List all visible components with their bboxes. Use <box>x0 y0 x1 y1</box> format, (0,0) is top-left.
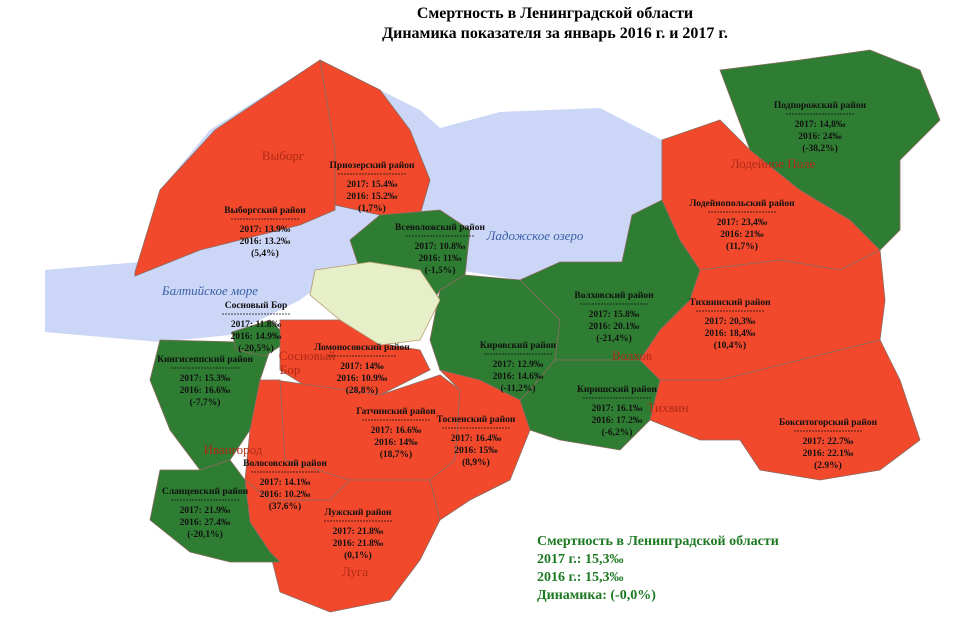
value-2016: 2016: 22.1‰ <box>803 449 854 459</box>
value-2017: 2017: 21.9‰ <box>180 506 231 516</box>
region-area <box>134 59 336 277</box>
place-label: Волхов <box>612 348 652 363</box>
value-2017: 2017: 20,3‰ <box>705 317 756 327</box>
place-label: Выборг <box>262 148 304 163</box>
change: (37,6%) <box>269 501 301 512</box>
change: (10,4%) <box>714 340 746 351</box>
place-label: Тихвин <box>647 400 688 415</box>
region-name: Выборгский район <box>224 205 306 216</box>
value-2017: 2017: 14.1‰ <box>260 478 311 488</box>
value-2016: 2016: 14.9‰ <box>231 332 282 342</box>
value-2016: 2016: 10.2‰ <box>260 490 311 500</box>
change: (-20,5%) <box>238 343 274 354</box>
region-name: Лодейнопольский район <box>689 198 795 209</box>
value-2017: 2017: 12.9‰ <box>493 360 544 370</box>
region-name: Тосненский район <box>437 414 516 425</box>
place-label: Ивангород <box>204 442 263 457</box>
change: (8,9%) <box>462 457 490 468</box>
value-2017: 2017: 10.8‰ <box>415 242 466 252</box>
value-2017: 2017: 11.8‰ <box>231 320 282 330</box>
summary-line: Динамика: (-0,0%) <box>537 588 656 603</box>
title: Смертность в Ленинградской области <box>417 5 693 22</box>
value-2017: 2017: 16.6‰ <box>371 426 422 436</box>
regions <box>134 49 941 613</box>
region-area <box>149 459 281 563</box>
value-2017: 2017: 16.1‰ <box>592 404 643 414</box>
change: (-7,7%) <box>190 397 221 408</box>
change: (18,7%) <box>380 449 412 460</box>
value-2017: 2017: 14‰ <box>340 362 384 372</box>
change: (11,7%) <box>726 241 758 252</box>
region-name: Всеволожский район <box>395 222 485 233</box>
place-label: Лодейное Поле <box>731 156 816 171</box>
change: (-20,1%) <box>187 529 223 540</box>
value-2016: 2016: 13.2‰ <box>240 237 291 247</box>
value-2016: 2016: 17.2‰ <box>592 416 643 426</box>
value-2016: 2016: 20.1‰ <box>589 322 640 332</box>
value-2016: 2016: 21‰ <box>720 230 764 240</box>
place-label: Луга <box>342 564 368 579</box>
change: (-38,2%) <box>802 143 838 154</box>
region-name: Ломоносовский район <box>314 342 410 353</box>
region-area <box>649 339 921 481</box>
change: (1,7%) <box>358 203 386 214</box>
value-2016: 2016: 15‰ <box>454 446 498 456</box>
change: (-6,2%) <box>602 427 633 438</box>
value-2016: 2016: 14.6‰ <box>493 372 544 382</box>
value-2017: 2017: 15.8‰ <box>589 310 640 320</box>
value-2017: 2017: 22.7‰ <box>803 437 854 447</box>
region-name: Лужский район <box>325 507 392 518</box>
value-2016: 2016: 21.8‰ <box>333 539 384 549</box>
change: (2.9%) <box>814 460 842 471</box>
change: (28,8%) <box>346 385 378 396</box>
value-2017: 2017: 14,8‰ <box>795 120 846 130</box>
change: (-21,4%) <box>596 333 632 344</box>
value-2016: 2016: 11‰ <box>418 254 462 264</box>
region-name: Гатчинский район <box>356 406 436 417</box>
value-2017: 2017: 13.9‰ <box>240 225 291 235</box>
water-label: Балтийское море <box>161 283 258 298</box>
place-label: Бор <box>280 362 300 377</box>
summary-line: Смертность в Ленинградской области <box>537 534 779 549</box>
value-2016: 2016: 27.4‰ <box>180 518 231 528</box>
region-name: Волховский район <box>574 290 654 301</box>
region-name: Приозерский район <box>330 160 415 171</box>
change: (-1,5%) <box>425 265 456 276</box>
region-name: Кировский район <box>480 340 557 351</box>
region-area <box>719 49 941 251</box>
value-2017: 2017: 23,4‰ <box>717 218 768 228</box>
change: (-11,2%) <box>500 383 535 394</box>
summary-line: 2017 г.: 15,3‰ <box>537 552 623 567</box>
value-2016: 2016: 15.2‰ <box>347 192 398 202</box>
summary-line: 2016 г.: 15,3‰ <box>537 570 623 585</box>
region-name: Волосовский район <box>243 458 327 469</box>
water-label: Ладожское озеро <box>486 228 584 243</box>
value-2016: 2016: 16.6‰ <box>180 386 231 396</box>
region-area <box>231 319 291 357</box>
region-name: Киришский район <box>577 384 657 395</box>
value-2016: 2016: 18,4‰ <box>705 329 756 339</box>
value-2017: 2017: 15.3‰ <box>180 374 231 384</box>
place-label: Сосновый <box>279 348 336 363</box>
change: (0,1%) <box>344 550 372 561</box>
title: Динамика показателя за январь 2016 г. и … <box>382 25 728 42</box>
region-name: Сосновый Бор <box>225 300 288 311</box>
value-2016: 2016: 10.9‰ <box>337 374 388 384</box>
region-name: Сланцевский район <box>162 486 249 497</box>
value-2017: 2017: 16.4‰ <box>451 434 502 444</box>
change: (5,4%) <box>251 248 279 259</box>
value-2017: 2017: 15.4‰ <box>347 180 398 190</box>
value-2016: 2016: 14‰ <box>374 438 418 448</box>
region-name: Кингисеппский район <box>157 354 253 365</box>
city-area <box>309 261 441 346</box>
region-name: Подпорожский район <box>774 100 867 111</box>
region-name: Бокситогорский район <box>779 417 878 428</box>
region-name: Тихвинский район <box>689 297 771 308</box>
value-2017: 2017: 21.8‰ <box>333 527 384 537</box>
value-2016: 2016: 24‰ <box>798 132 842 142</box>
